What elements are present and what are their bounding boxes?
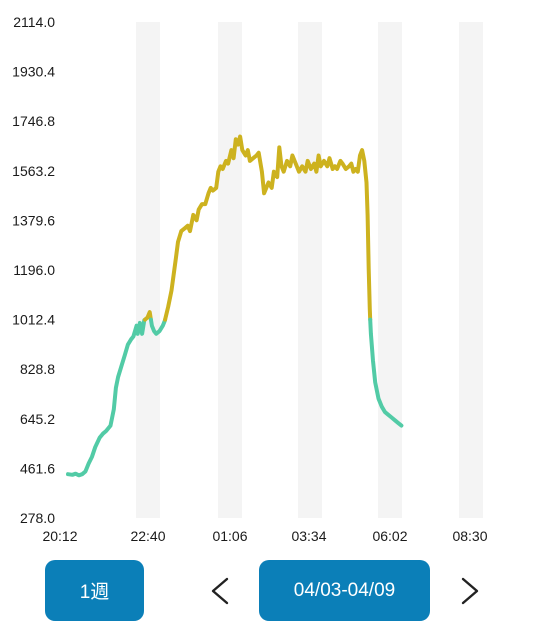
date-range-button[interactable]: 04/03-04/09 (259, 560, 430, 621)
period-button[interactable]: 1週 (45, 560, 144, 621)
y-tick-label: 1379.6 (12, 212, 55, 228)
y-tick-label: 645.2 (20, 411, 55, 427)
data-series (66, 134, 404, 478)
grid-band-1 (218, 22, 242, 518)
series-line-high-segment (143, 310, 153, 322)
y-tick-label: 1563.2 (12, 163, 55, 179)
x-axis: 20:12 22:40 01:06 03:34 06:02 08:30 (42, 528, 487, 544)
grid-band-0 (136, 22, 160, 518)
series-line-low-segment (66, 317, 147, 478)
x-tick-label: 20:12 (42, 528, 77, 544)
y-axis: 2114.0 1930.4 1746.8 1563.2 1379.6 1196.0 1012… (12, 14, 55, 526)
y-tick-label: 2114.0 (13, 14, 55, 30)
grid-band-4 (459, 22, 483, 518)
y-tick-label: 1746.8 (12, 113, 55, 129)
y-tick-label: 461.6 (20, 460, 55, 476)
y-tick-label: 1196.0 (13, 262, 55, 278)
x-tick-label: 08:30 (452, 528, 487, 544)
series-line-low-segment (368, 317, 404, 428)
y-tick-label: 278.0 (20, 510, 55, 526)
x-tick-label: 03:34 (291, 528, 326, 544)
chevron-right-icon[interactable] (455, 576, 483, 606)
x-tick-label: 01:06 (212, 528, 247, 544)
background-bands (136, 22, 483, 518)
grid-band-2 (298, 22, 322, 518)
y-tick-label: 1012.4 (12, 312, 55, 328)
x-tick-label: 06:02 (372, 528, 407, 544)
chevron-left-icon[interactable] (207, 576, 235, 606)
y-tick-label: 1930.4 (12, 64, 55, 80)
y-tick-label: 828.8 (20, 361, 55, 377)
series-line-high-segment (163, 134, 373, 322)
x-tick-label: 22:40 (130, 528, 165, 544)
grid-band-3 (378, 22, 402, 518)
line-chart: 2114.0 1930.4 1746.8 1563.2 1379.6 1196.0 1012… (12, 14, 488, 544)
chart-controls: 1週 04/03-04/09 (0, 556, 536, 626)
